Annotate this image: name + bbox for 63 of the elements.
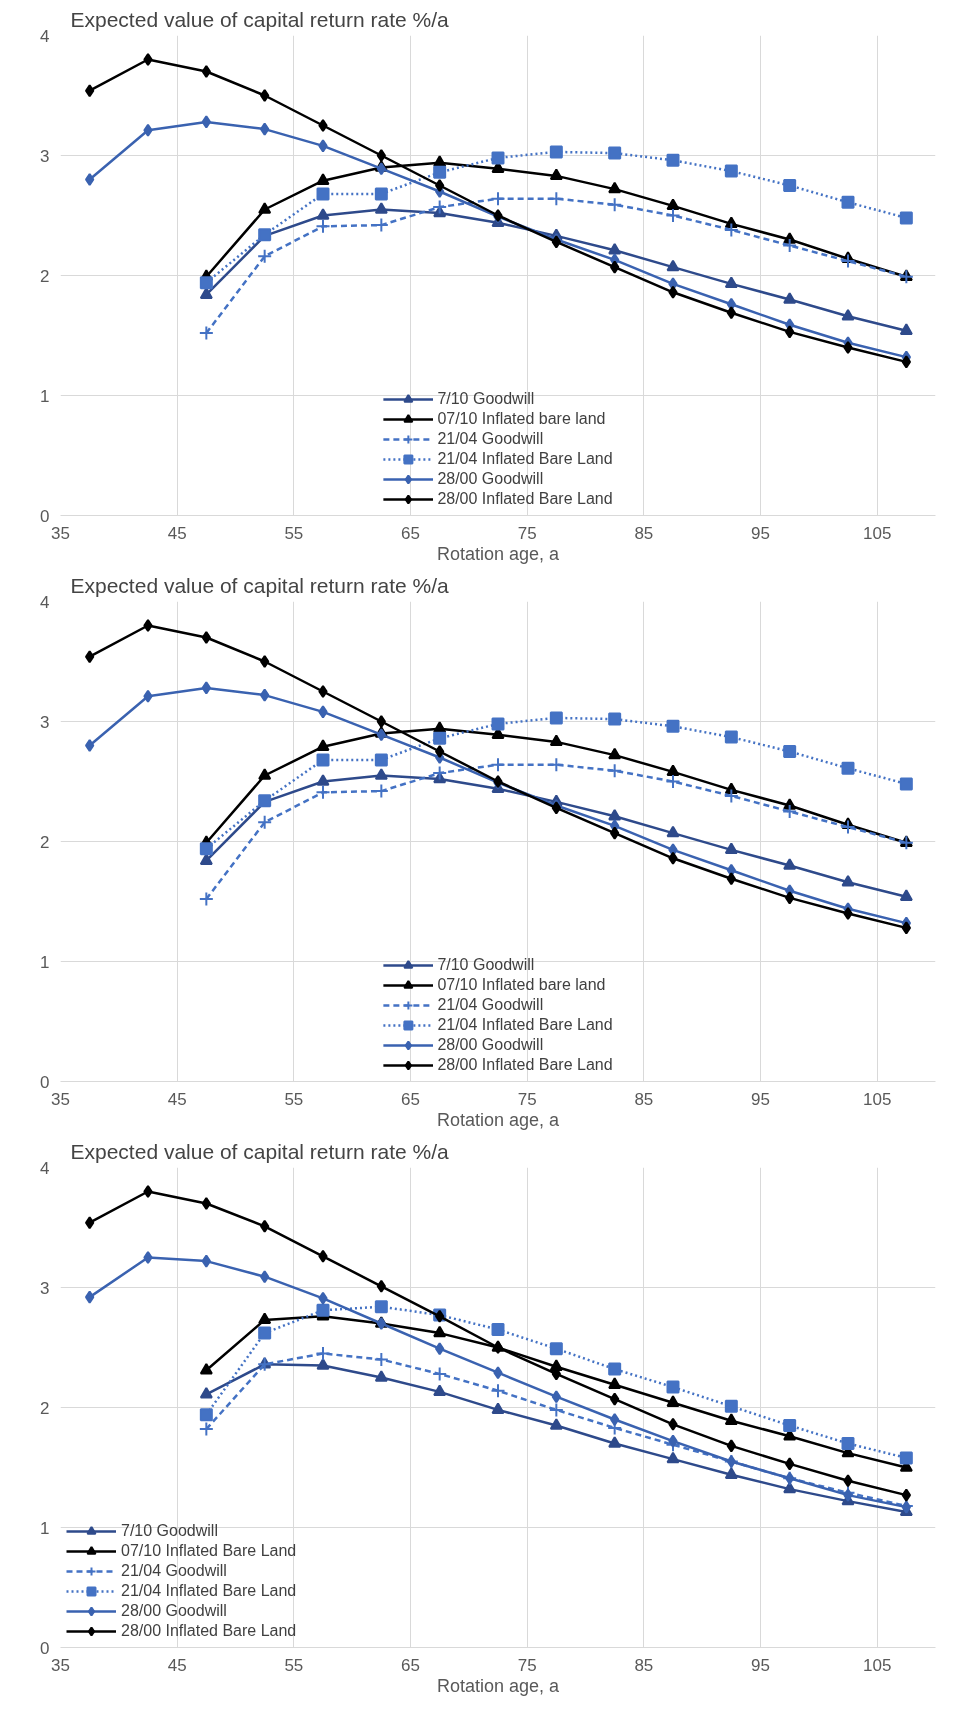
y-tick-label: 0 — [40, 1638, 50, 1658]
x-tick-label: 85 — [634, 1655, 654, 1675]
x-tick-label: 55 — [284, 523, 304, 543]
x-tick-label: 65 — [401, 1089, 420, 1109]
legend-label: 7/10 Goodwill — [437, 956, 535, 974]
y-tick-label: 1 — [40, 1518, 50, 1538]
legend-label: 21/04 Inflated Bare Land — [437, 450, 613, 468]
x-tick-label: 45 — [167, 523, 187, 543]
y-tick-label: 2 — [40, 266, 50, 286]
x-tick-label: 75 — [517, 523, 537, 543]
legend-label: 21/04 Goodwill — [437, 996, 544, 1014]
x-tick-label: 75 — [517, 1089, 537, 1109]
x-tick-label: 45 — [167, 1655, 187, 1675]
x-tick-label: 35 — [51, 1089, 70, 1109]
legend-label: 07/10 Inflated bare land — [437, 976, 606, 994]
x-tick-label: 85 — [634, 1089, 654, 1109]
y-tick-label: 3 — [40, 146, 50, 166]
x-tick-label: 55 — [284, 1089, 304, 1109]
legend-label: 21/04 Goodwill — [437, 430, 544, 448]
legend-label: 28/00 Goodwill — [437, 470, 544, 488]
legend-label: 28/00 Goodwill — [437, 1036, 544, 1054]
y-tick-label: 3 — [40, 1278, 50, 1298]
x-tick-label: 105 — [862, 523, 892, 543]
x-axis-title: Rotation age, a — [436, 1109, 561, 1130]
legend-label: 28/00 Inflated Bare Land — [437, 1056, 613, 1074]
legend-label: 21/04 Inflated Bare Land — [437, 1016, 613, 1034]
legend-label: 21/04 Inflated Bare Land — [121, 1582, 297, 1600]
y-tick-label: 4 — [40, 1158, 50, 1178]
x-tick-label: 95 — [751, 1655, 770, 1675]
x-axis-title: Rotation age, a — [436, 543, 561, 564]
x-axis-title: Rotation age, a — [436, 1675, 561, 1696]
legend-label: 07/10 Inflated bare land — [437, 410, 606, 428]
x-tick-label: 65 — [401, 523, 420, 543]
y-tick-label: 1 — [40, 952, 50, 972]
y-tick-label: 4 — [40, 592, 50, 612]
y-tick-label: 4 — [40, 26, 50, 46]
x-tick-label: 95 — [751, 1089, 770, 1109]
legend-label: 21/04 Goodwill — [121, 1562, 227, 1580]
x-tick-label: 65 — [401, 1655, 420, 1675]
x-tick-label: 75 — [517, 1655, 537, 1675]
chart-title: Expected value of capital return rate %/a — [70, 573, 450, 597]
x-tick-label: 105 — [862, 1089, 892, 1109]
x-tick-label: 35 — [51, 523, 70, 543]
chart-title: Expected value of capital return rate %/a — [70, 1139, 450, 1163]
chart-title: Expected value of capital return rate %/a — [70, 7, 450, 31]
y-tick-label: 2 — [40, 1398, 50, 1418]
legend-label: 28/00 Goodwill — [121, 1602, 227, 1620]
legend-label: 28/00 Inflated Bare Land — [437, 490, 613, 508]
x-tick-label: 45 — [167, 1089, 187, 1109]
x-tick-label: 85 — [634, 523, 654, 543]
legend-label: 7/10 Goodwill — [437, 390, 535, 408]
y-tick-label: 2 — [40, 832, 50, 852]
y-tick-label: 0 — [40, 506, 50, 526]
y-tick-label: 0 — [40, 1072, 50, 1092]
y-tick-label: 3 — [40, 712, 50, 732]
x-tick-label: 105 — [862, 1655, 892, 1675]
legend-label: 7/10 Goodwill — [121, 1522, 218, 1540]
x-tick-label: 95 — [751, 523, 770, 543]
legend-label: 07/10 Inflated Bare Land — [121, 1542, 297, 1560]
y-tick-label: 1 — [40, 386, 50, 406]
legend-label: 28/00 Inflated Bare Land — [121, 1622, 297, 1640]
x-tick-label: 55 — [284, 1655, 304, 1675]
x-tick-label: 35 — [51, 1655, 70, 1675]
